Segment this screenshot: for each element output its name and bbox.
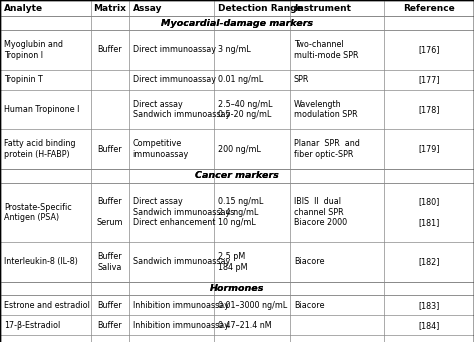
Text: Matrix: Matrix bbox=[93, 4, 127, 13]
Text: 0.15 ng/mL
2.4 ng/mL
10 ng/mL: 0.15 ng/mL 2.4 ng/mL 10 ng/mL bbox=[218, 197, 264, 227]
Text: Hormones: Hormones bbox=[210, 284, 264, 293]
Text: Detection Range: Detection Range bbox=[218, 4, 303, 13]
Text: Prostate-Specific
Antigen (PSA): Prostate-Specific Antigen (PSA) bbox=[4, 203, 72, 222]
Text: 0.01–3000 ng/mL: 0.01–3000 ng/mL bbox=[218, 301, 287, 310]
Text: [183]: [183] bbox=[418, 301, 440, 310]
Text: Direct immunoassay: Direct immunoassay bbox=[133, 75, 216, 84]
Text: Instrument: Instrument bbox=[294, 4, 351, 13]
Text: Interleukin-8 (IL-8): Interleukin-8 (IL-8) bbox=[4, 258, 78, 266]
Text: Two-channel
multi-mode SPR: Two-channel multi-mode SPR bbox=[294, 40, 358, 60]
Text: Inhibition immunoassay: Inhibition immunoassay bbox=[133, 301, 229, 310]
Text: Estrone and estradiol: Estrone and estradiol bbox=[4, 301, 90, 310]
Text: [182]: [182] bbox=[418, 258, 440, 266]
Text: [184]: [184] bbox=[418, 321, 440, 330]
Text: Buffer: Buffer bbox=[98, 145, 122, 154]
Bar bbox=[0, 16, 474, 30]
Text: Planar  SPR  and
fiber optic-SPR: Planar SPR and fiber optic-SPR bbox=[294, 140, 360, 159]
Text: Cancer markers: Cancer markers bbox=[195, 171, 279, 180]
Text: Buffer: Buffer bbox=[98, 301, 122, 310]
Text: 200 ng/mL: 200 ng/mL bbox=[218, 145, 261, 154]
Text: Myocardial-damage markers: Myocardial-damage markers bbox=[161, 19, 313, 28]
Text: Buffer: Buffer bbox=[98, 45, 122, 54]
Text: Myocardial-damage markers: Myocardial-damage markers bbox=[161, 19, 313, 28]
Text: [176]: [176] bbox=[418, 45, 440, 54]
Text: 17-β-Estradiol: 17-β-Estradiol bbox=[4, 321, 61, 330]
Text: Direct immunoassay: Direct immunoassay bbox=[133, 45, 216, 54]
Text: 2.5 pM
184 pM: 2.5 pM 184 pM bbox=[218, 252, 247, 272]
Bar bbox=[0, 16, 474, 30]
Text: Hormones: Hormones bbox=[210, 284, 264, 293]
Text: Direct assay
Sandwich immunoassays
Direct enhancement: Direct assay Sandwich immunoassays Direc… bbox=[133, 197, 234, 227]
Text: [178]: [178] bbox=[418, 105, 440, 114]
Bar bbox=[0, 169, 474, 183]
Text: Fatty acid binding
protein (H-FABP): Fatty acid binding protein (H-FABP) bbox=[4, 140, 76, 159]
Text: Reference: Reference bbox=[403, 4, 455, 13]
Text: Biacore: Biacore bbox=[294, 258, 324, 266]
Text: Tropinin T: Tropinin T bbox=[4, 75, 43, 84]
Text: 3 ng/mL: 3 ng/mL bbox=[218, 45, 251, 54]
Text: Sandwich immunoassay: Sandwich immunoassay bbox=[133, 258, 230, 266]
Text: Myoglubin and
Tropinon I: Myoglubin and Tropinon I bbox=[4, 40, 63, 60]
Bar bbox=[0, 282, 474, 295]
Text: [177]: [177] bbox=[418, 75, 440, 84]
Text: Cancer markers: Cancer markers bbox=[195, 171, 279, 180]
Text: [180]

[181]: [180] [181] bbox=[418, 197, 440, 227]
Text: Assay: Assay bbox=[133, 4, 162, 13]
Text: Direct assay
Sandwich immunoassay: Direct assay Sandwich immunoassay bbox=[133, 100, 230, 119]
Text: 0.01 ng/mL: 0.01 ng/mL bbox=[218, 75, 263, 84]
Text: Analyte: Analyte bbox=[4, 4, 44, 13]
Text: Biacore: Biacore bbox=[294, 301, 324, 310]
Text: Buffer

Serum: Buffer Serum bbox=[97, 197, 123, 227]
Text: Competitive
immunoassay: Competitive immunoassay bbox=[133, 140, 189, 159]
Text: Buffer
Saliva: Buffer Saliva bbox=[98, 252, 122, 272]
Text: 0.47–21.4 nM: 0.47–21.4 nM bbox=[218, 321, 272, 330]
Text: [179]: [179] bbox=[418, 145, 440, 154]
Bar bbox=[0, 169, 474, 183]
Text: Buffer: Buffer bbox=[98, 321, 122, 330]
Bar bbox=[0, 282, 474, 295]
Text: IBIS  II  dual
channel SPR
Biacore 2000: IBIS II dual channel SPR Biacore 2000 bbox=[294, 197, 347, 227]
Text: 2.5–40 ng/mL
0.5-20 ng/mL: 2.5–40 ng/mL 0.5-20 ng/mL bbox=[218, 100, 273, 119]
Text: Inhibition immunoassay: Inhibition immunoassay bbox=[133, 321, 229, 330]
Text: SPR: SPR bbox=[294, 75, 309, 84]
Text: Human Tropinone I: Human Tropinone I bbox=[4, 105, 80, 114]
Text: Wavelength
modulation SPR: Wavelength modulation SPR bbox=[294, 100, 357, 119]
